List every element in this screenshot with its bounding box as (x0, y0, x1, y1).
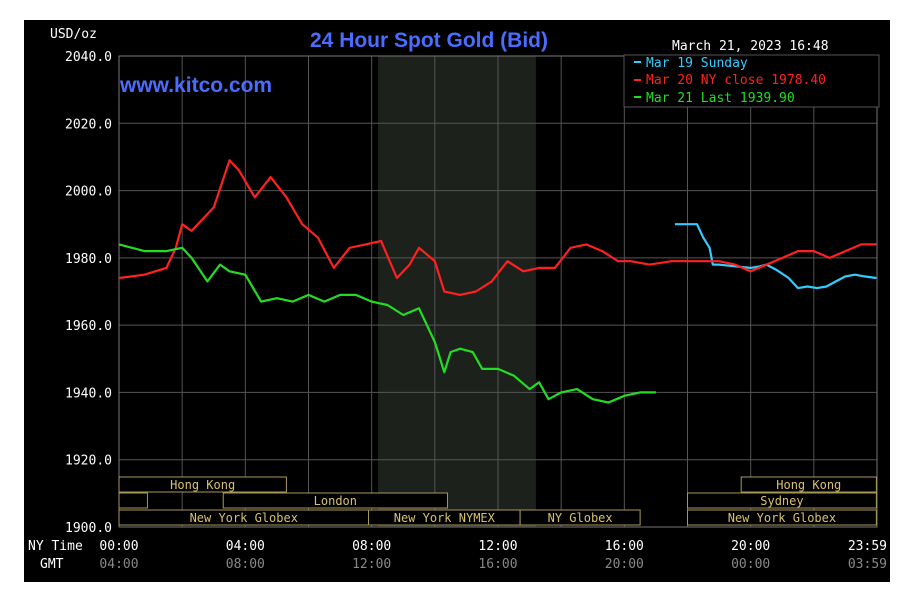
chart-svg: Hong Kong Hong Kong London Sydney New York G… (24, 20, 890, 582)
session-band (519, 509, 641, 526)
units-label: USD/oz (50, 27, 97, 42)
nymex-shade-layer (377, 56, 536, 527)
x-tick-label-ny: 00:00 (99, 539, 138, 554)
session-band (222, 492, 448, 509)
session-band (740, 476, 877, 493)
session-label: New York NYMEX (394, 511, 496, 525)
y-tick-label: 2000.0 (65, 185, 112, 200)
x-tick-label-ny: 04:00 (226, 539, 265, 554)
series-line-mar20 (118, 159, 877, 296)
legend-box (623, 54, 880, 108)
y-tick-label: 1980.0 (65, 252, 112, 267)
legend-item-green: Mar 21 Last 1939.90 (646, 91, 795, 106)
session-label: London (314, 494, 357, 508)
x-tick-label-ny: 20:00 (731, 539, 770, 554)
x-tick-label-gmt: 04:00 (99, 557, 138, 572)
session-layer: Hong Kong Hong Kong London Sydney New York G… (118, 476, 877, 526)
gold-price-chart: Hong Kong Hong Kong London Sydney New York G… (24, 20, 890, 582)
legend-item-red: Mar 20 NY close 1978.40 (646, 73, 826, 88)
x-tick-label-gmt: 00:00 (731, 557, 770, 572)
session-label: New York Globex (190, 511, 298, 525)
session-label: Sydney (760, 494, 803, 508)
series-layer (118, 159, 877, 404)
plot-border (118, 55, 878, 528)
session-band (118, 492, 148, 509)
axis-layer: 2040.0 2020.0 2000.0 1980.0 1960.0 1940.0 1920… (28, 50, 887, 572)
series-line-mar19 (674, 223, 877, 290)
timestamp: March 21, 2023 16:48 (672, 39, 829, 54)
y-tick-label: 1900.0 (65, 521, 112, 536)
x-tick-label-ny: 23:59 (848, 539, 887, 554)
chart-title: 24 Hour Spot Gold (Bid) (310, 29, 548, 52)
x-tick-label-ny: 16:00 (605, 539, 644, 554)
session-band (687, 509, 877, 526)
ny-time-label: NY Time (28, 539, 83, 554)
y-tick-label: 1920.0 (65, 454, 112, 469)
gmt-label: GMT (40, 557, 64, 572)
x-tick-label-gmt: 08:00 (226, 557, 265, 572)
nymex-shade (377, 56, 536, 527)
y-tick-label: 1940.0 (65, 386, 112, 401)
x-tick-label-ny: 08:00 (352, 539, 391, 554)
x-tick-label-gmt: 03:59 (848, 557, 887, 572)
session-label: NY Globex (548, 511, 613, 525)
series-line-mar21 (118, 243, 656, 404)
session-label: New York Globex (728, 511, 836, 525)
session-label: Hong Kong (776, 478, 841, 492)
y-tick-label: 1960.0 (65, 319, 112, 334)
x-tick-label-gmt: 12:00 (352, 557, 391, 572)
x-tick-label-gmt: 16:00 (478, 557, 517, 572)
y-tick-label: 2040.0 (65, 50, 112, 65)
y-tick-label: 2020.0 (65, 117, 112, 132)
session-band (687, 492, 877, 509)
legend: Mar 19 Sunday Mar 20 NY close 1978.40 Ma… (623, 54, 880, 108)
grid-layer (118, 55, 878, 528)
session-label: Hong Kong (170, 478, 235, 492)
x-tick-label-ny: 12:00 (478, 539, 517, 554)
x-tick-label-gmt: 20:00 (605, 557, 644, 572)
legend-item-cyan: Mar 19 Sunday (646, 56, 748, 71)
session-band (118, 476, 287, 493)
watermark: www.kitco.com (119, 74, 272, 97)
